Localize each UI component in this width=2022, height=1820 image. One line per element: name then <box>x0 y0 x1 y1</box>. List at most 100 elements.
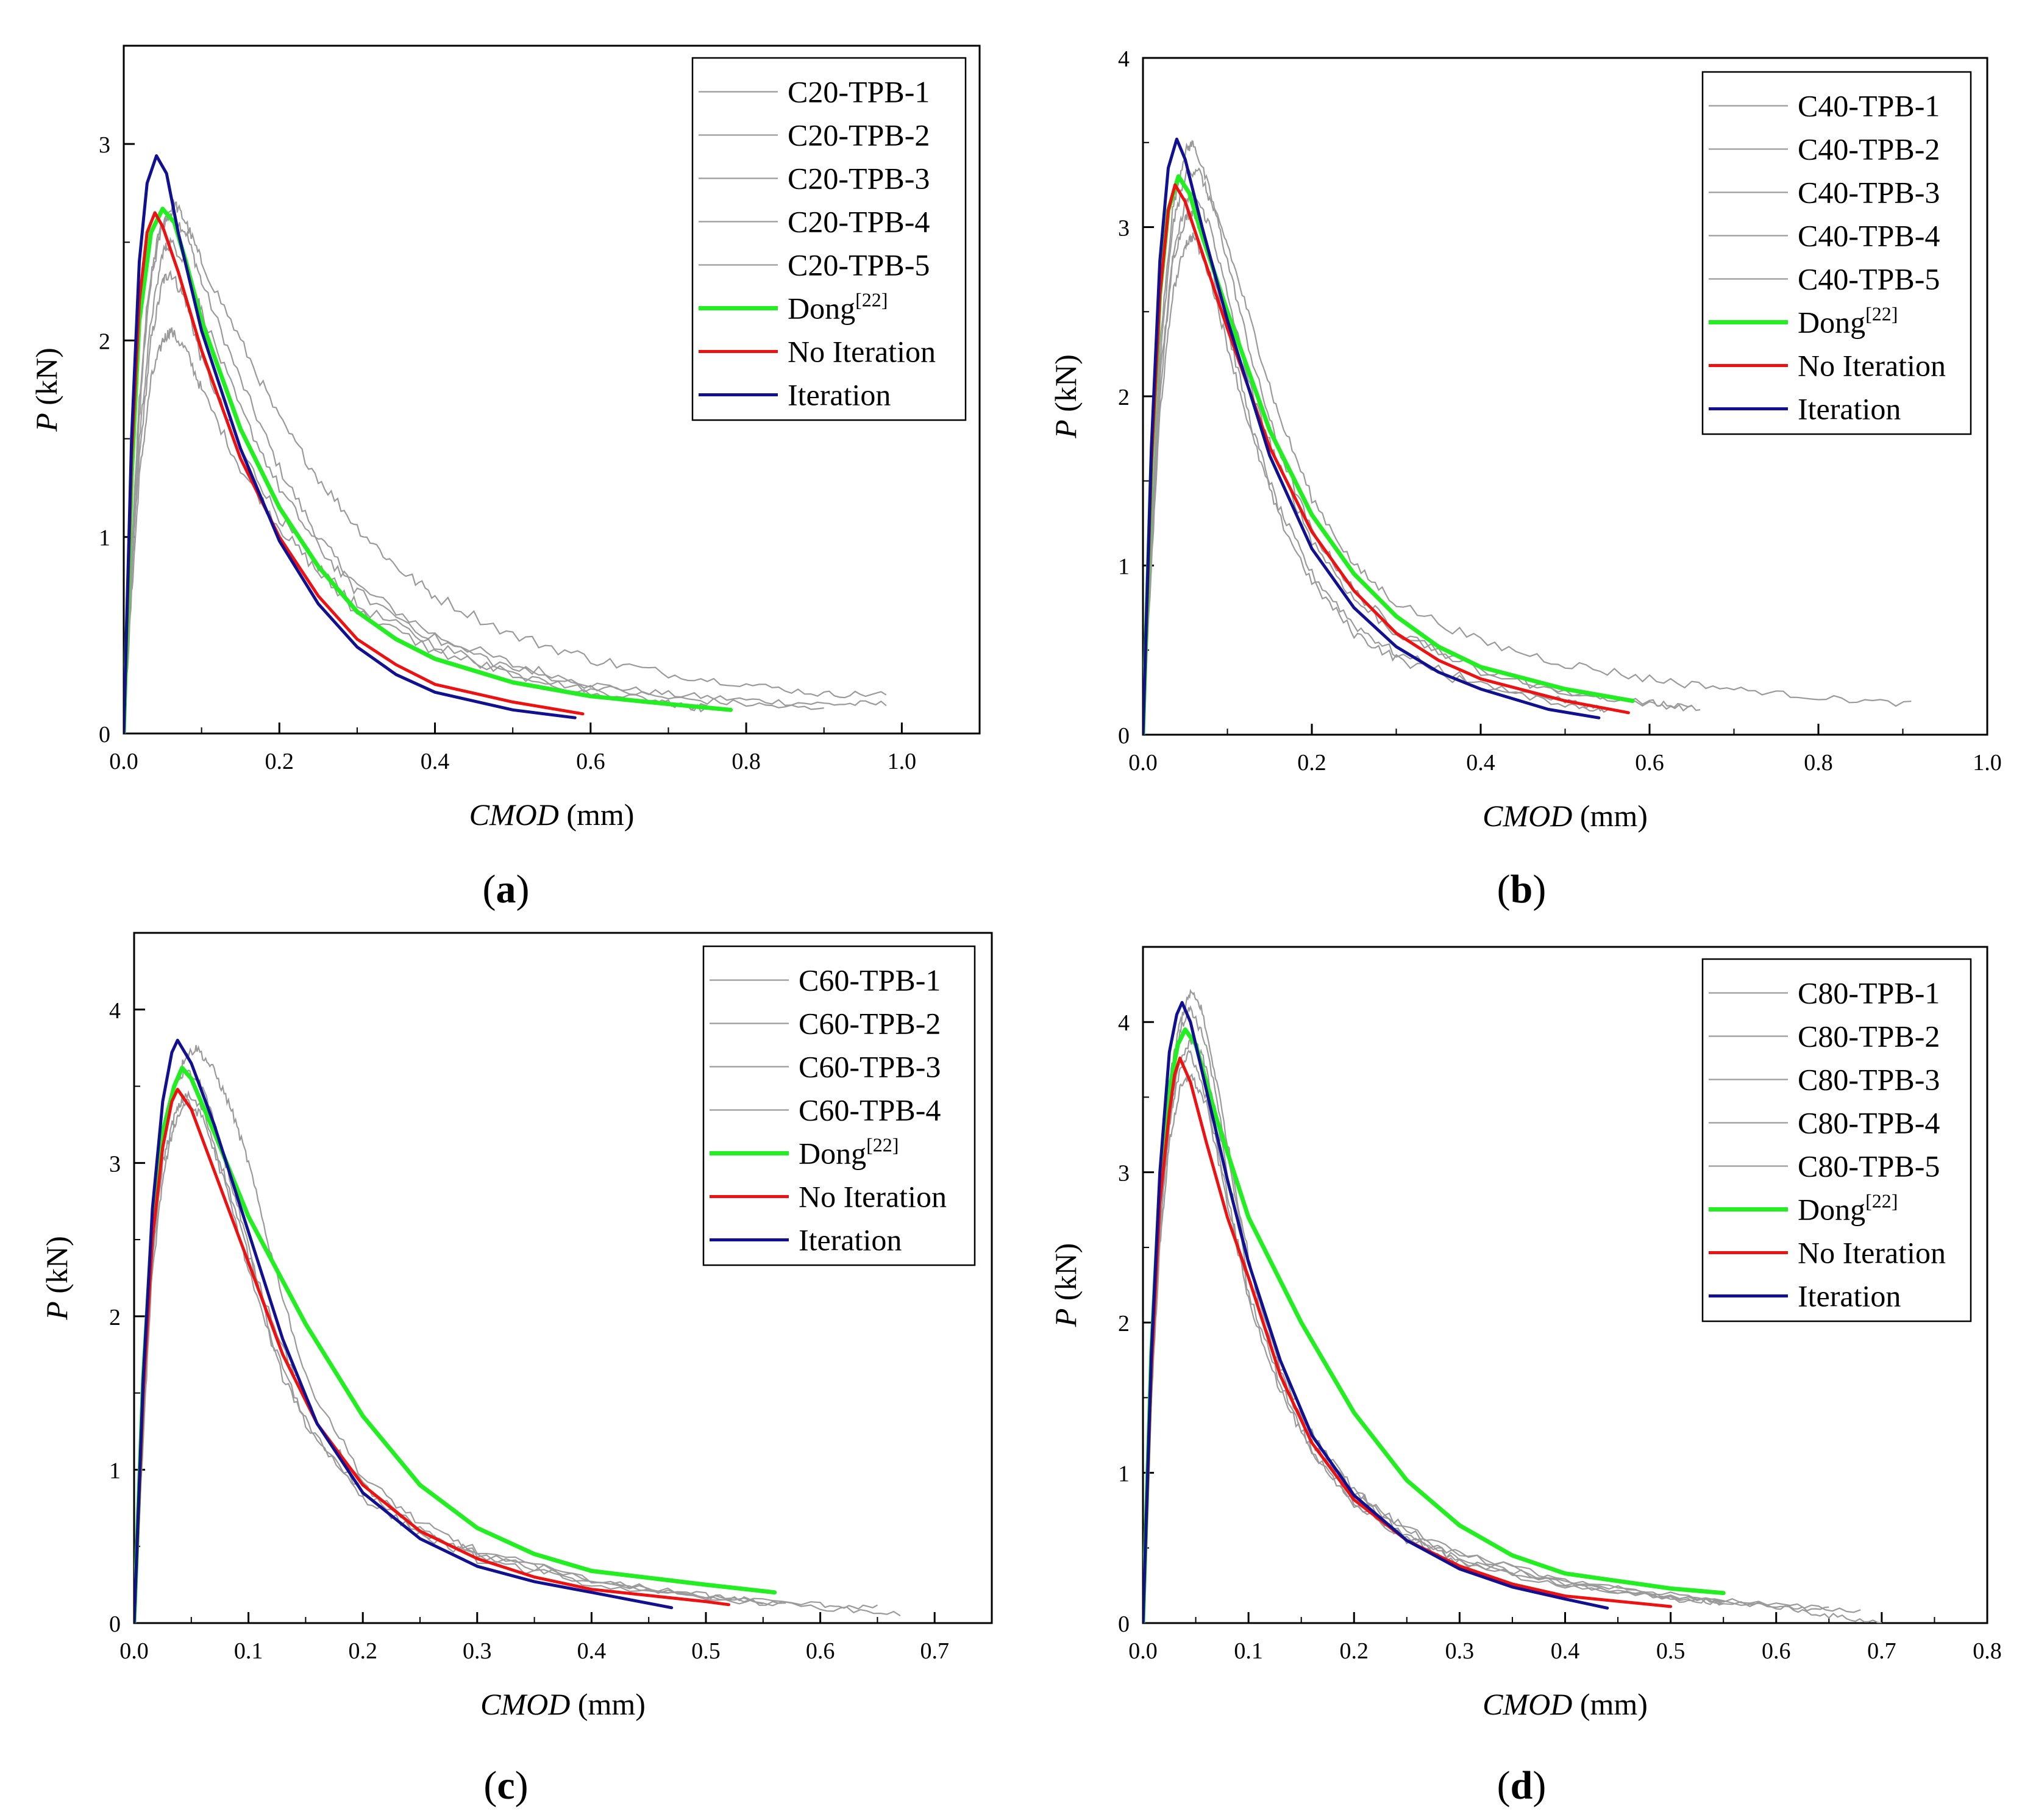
legend-label: C80-TPB-5 <box>1798 1149 1940 1183</box>
x-tick-label: 0.2 <box>265 749 294 774</box>
x-tick-label: 0.5 <box>1656 1638 1686 1664</box>
x-axis-label: CMOD (mm) <box>480 1687 646 1721</box>
x-axis-label: CMOD (mm) <box>1483 799 1648 833</box>
legend-label: Iteration <box>799 1223 902 1257</box>
legend-label: C80-TPB-3 <box>1798 1063 1940 1097</box>
legend-label: C60-TPB-3 <box>799 1050 941 1084</box>
y-tick-label: 2 <box>1118 385 1130 410</box>
series-line-no-iteration <box>1143 1056 1673 1623</box>
y-tick-label: 3 <box>1118 216 1130 241</box>
panel-caption-c: (c) <box>483 1763 528 1808</box>
x-tick-label: 0.0 <box>1128 1638 1158 1664</box>
y-axis-label: P (kN) <box>40 1236 74 1320</box>
plot-frame <box>123 45 981 735</box>
legend-label: Iteration <box>1798 392 1901 426</box>
series-line-no-iteration <box>124 211 585 733</box>
series-line-iteration <box>124 154 577 733</box>
x-tick-label: 0.0 <box>119 1638 149 1664</box>
plot-area <box>1143 137 1912 735</box>
y-tick-label: 0 <box>1118 1611 1130 1637</box>
x-tick-label: 0.2 <box>1340 1638 1369 1664</box>
legend-label: No Iteration <box>1798 349 1946 383</box>
legend-label: C20-TPB-3 <box>788 162 930 196</box>
legend-box <box>702 945 976 1266</box>
panel-caption-a: (a) <box>483 867 530 912</box>
x-tick-label: 0.8 <box>1804 750 1833 776</box>
y-axis-label: P (kN) <box>1048 1243 1083 1327</box>
legend-label: C20-TPB-2 <box>788 118 930 152</box>
chart-panel-b: 0.0 0.2 0.4 0.6 0.8 1.0 0 1 2 3 4 CMOD (mm) P (kN) C4… <box>1048 46 2002 912</box>
legend-label: C80-TPB-2 <box>1798 1019 1940 1054</box>
y-tick-label: 1 <box>99 526 110 551</box>
legend-label: C40-TPB-4 <box>1798 219 1940 253</box>
series-line-c20-tpb-2 <box>124 269 708 733</box>
x-tick-label: 0.6 <box>806 1638 835 1664</box>
x-tick-label: 0.2 <box>1297 750 1326 776</box>
legend-label: C40-TPB-3 <box>1798 176 1940 210</box>
series-line-c20-tpb-1 <box>124 210 887 733</box>
x-tick-label: 1.0 <box>888 749 917 774</box>
series-line-c40-tpb-4 <box>1143 232 1608 735</box>
legend-label: Dong[22] <box>1798 1190 1898 1227</box>
legend-label: Iteration <box>788 378 891 412</box>
legend-label: C20-TPB-5 <box>788 248 930 282</box>
series-line-c60-tpb-4 <box>134 1098 786 1623</box>
series-line-no-iteration <box>134 1088 730 1623</box>
y-tick-label: 1 <box>1118 554 1130 580</box>
x-tick-label: 0.4 <box>421 749 450 774</box>
legend: C80-TPB-1 C80-TPB-2 C80-TPB-3 C80-TPB-4 C80-… <box>1701 958 1972 1322</box>
plot-area <box>134 1038 901 1623</box>
x-tick-label: 0.3 <box>463 1638 492 1664</box>
series-line-dong <box>134 1065 777 1623</box>
legend-label: C60-TPB-2 <box>799 1007 941 1041</box>
plot-area <box>124 154 887 733</box>
x-tick-label: 0.0 <box>1128 750 1158 776</box>
series-line-dong <box>124 207 733 733</box>
y-tick-label: 3 <box>1118 1161 1130 1187</box>
x-tick-label: 0.2 <box>348 1638 377 1664</box>
x-tick-label: 0.4 <box>1466 750 1495 776</box>
y-axis-label: P (kN) <box>29 348 63 432</box>
x-axis-label: CMOD (mm) <box>1483 1687 1648 1721</box>
chart-panel-c: 0.0 0.1 0.2 0.3 0.4 0.5 0.6 0.7 0 1 2 3 4 CMOD (mm) P … <box>40 932 993 1808</box>
y-tick-label: 2 <box>1118 1311 1130 1336</box>
x-tick-label: 0.7 <box>1867 1638 1896 1664</box>
y-tick-label: 4 <box>109 998 121 1024</box>
legend-label: C40-TPB-5 <box>1798 262 1940 296</box>
x-tick-label: 1.0 <box>1973 750 2002 776</box>
series-line-dong <box>1143 1027 1726 1623</box>
panel-caption-b: (b) <box>1497 867 1547 912</box>
x-tick-label: 0.6 <box>576 749 605 774</box>
legend-label: No Iteration <box>1798 1236 1946 1270</box>
legend-box <box>1701 71 1972 435</box>
panel-caption-d: (d) <box>1497 1763 1547 1808</box>
y-tick-label: 3 <box>99 132 110 158</box>
y-tick-label: 1 <box>109 1458 121 1483</box>
legend-label: C60-TPB-4 <box>799 1093 941 1127</box>
x-tick-label: 0.6 <box>1635 750 1664 776</box>
series-line-c80-tpb-4 <box>1143 1073 1724 1623</box>
x-tick-label: 0.0 <box>109 749 138 774</box>
x-tick-label: 0.8 <box>732 749 761 774</box>
y-tick-label: 4 <box>1118 46 1130 72</box>
x-tick-label: 0.1 <box>234 1638 263 1664</box>
y-tick-label: 0 <box>1118 723 1130 749</box>
y-tick-label: 2 <box>109 1305 121 1330</box>
x-tick-label: 0.4 <box>1551 1638 1580 1664</box>
chart-panel-d: 0.0 0.1 0.2 0.3 0.4 0.5 0.6 0.7 0.8 0 1 2 3 4 CMOD (mm… <box>1048 946 2002 1808</box>
legend-label: No Iteration <box>799 1180 947 1214</box>
x-tick-label: 0.7 <box>920 1638 949 1664</box>
legend: C40-TPB-1 C40-TPB-2 C40-TPB-3 C40-TPB-4 C40-… <box>1701 71 1972 435</box>
series-line-iteration <box>1143 137 1601 735</box>
plot-frame <box>133 932 993 1624</box>
legend-label: C80-TPB-4 <box>1798 1106 1940 1140</box>
legend-label: C20-TPB-4 <box>788 205 930 239</box>
legend-box <box>691 57 967 421</box>
series-line-c20-tpb-3 <box>124 327 708 733</box>
y-tick-label: 3 <box>109 1151 121 1177</box>
legend-label: C60-TPB-1 <box>799 963 941 997</box>
y-tick-label: 1 <box>1118 1461 1130 1487</box>
series-line-c40-tpb-3 <box>1143 167 1912 735</box>
series-line-c80-tpb-2 <box>1143 1049 1724 1623</box>
